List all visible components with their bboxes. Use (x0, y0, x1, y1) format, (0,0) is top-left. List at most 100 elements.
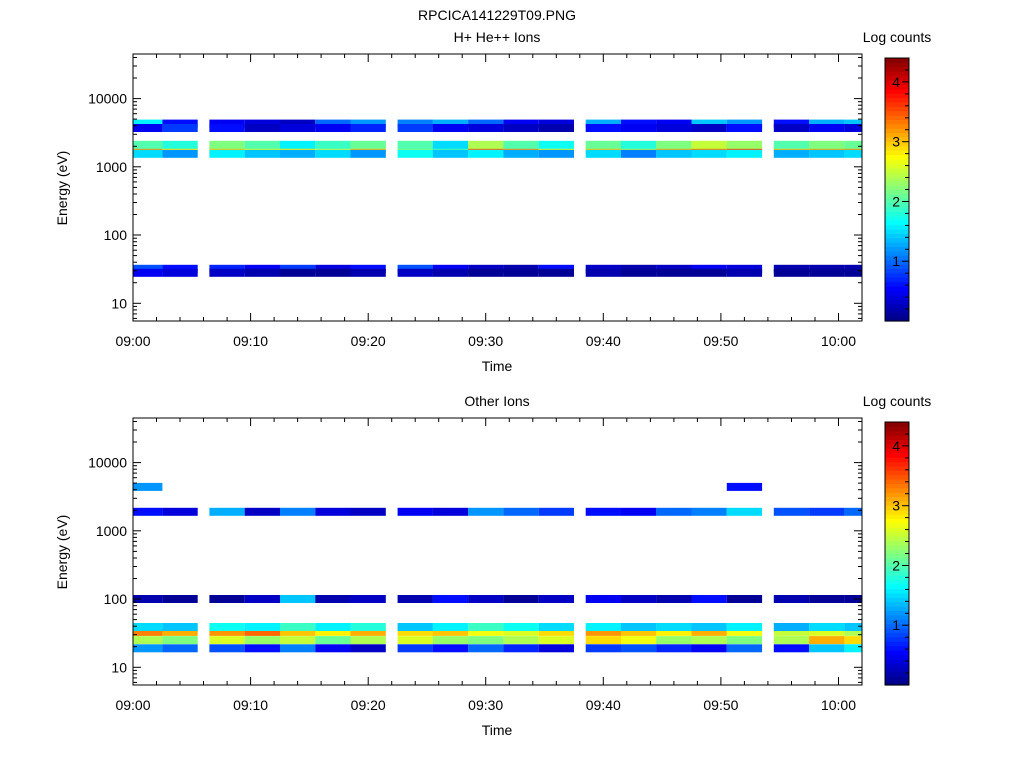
heatmap-cell (280, 623, 316, 631)
x-tick-label: 09:20 (351, 697, 386, 713)
heatmap-cell (162, 623, 198, 631)
heatmap-cell (244, 627, 280, 636)
heatmap-cell (726, 124, 763, 132)
heatmap-cell (503, 623, 539, 631)
colorbar-segment (885, 649, 909, 655)
heatmap-cell (315, 149, 351, 158)
colorbar-tick-label: 3 (892, 498, 900, 514)
heatmap-cell (397, 636, 433, 645)
heatmap-cell (280, 636, 316, 645)
heatmap-cell (585, 149, 621, 158)
panel-2-heatmap (133, 482, 862, 653)
heatmap-cell (244, 140, 280, 149)
heatmap-cell (350, 627, 386, 636)
heatmap-cell (468, 644, 504, 653)
heatmap-cell (726, 482, 763, 491)
x-tick-label: 10:00 (821, 333, 856, 349)
heatmap-cell (503, 119, 539, 128)
colorbar-segment (885, 106, 909, 112)
x-tick-label: 09:30 (468, 333, 503, 349)
heatmap-cell (244, 124, 280, 132)
colorbar-segment (885, 75, 909, 81)
x-tick-label: 10:00 (821, 697, 856, 713)
heatmap-cell (691, 595, 727, 603)
heatmap-cell (809, 119, 845, 128)
heatmap-cell (809, 623, 845, 631)
colorbar-segment (885, 154, 909, 160)
heatmap-cell (315, 623, 351, 631)
colorbar-segment (885, 250, 909, 256)
heatmap-cell (585, 623, 621, 631)
panel-1-colorbar-label: Log counts (863, 29, 932, 45)
colorbar-segment (885, 500, 909, 506)
colorbar-segment (885, 658, 909, 664)
heatmap-cell (538, 124, 574, 132)
colorbar-segment (885, 671, 909, 677)
colorbar-segment (885, 680, 909, 686)
colorbar-segment (885, 110, 909, 116)
heatmap-cell (656, 627, 692, 636)
heatmap-cell (538, 595, 574, 603)
colorbar-segment (885, 457, 909, 463)
colorbar-segment (885, 435, 909, 441)
heatmap-cell (538, 507, 574, 516)
heatmap-cell (691, 268, 727, 277)
colorbar-segment (885, 132, 909, 138)
panel-2-colorbar: 1 2 3 4 (884, 421, 910, 686)
heatmap-cell (621, 595, 657, 603)
heatmap-cell (133, 482, 163, 491)
heatmap-cell (315, 644, 351, 653)
heatmap-cell (244, 623, 280, 631)
heatmap-cell (844, 623, 862, 631)
heatmap-cell (621, 140, 657, 149)
panel-1-y-axis-label: Energy (eV) (54, 151, 70, 226)
colorbar-segment (885, 285, 909, 291)
colorbar-segment (885, 601, 909, 607)
colorbar-segment (885, 430, 909, 436)
colorbar-segment (885, 492, 909, 498)
heatmap-cell (656, 268, 692, 277)
colorbar-segment (885, 584, 909, 590)
heatmap-cell (503, 140, 539, 149)
heatmap-cell (432, 145, 469, 154)
heatmap-cell (209, 627, 245, 636)
heatmap-cell (397, 507, 433, 516)
heatmap-cell (397, 627, 433, 636)
heatmap-cell (209, 149, 245, 158)
colorbar-segment (885, 571, 909, 577)
heatmap-cell (538, 627, 574, 636)
colorbar-segment (885, 233, 909, 239)
heatmap-cell (809, 124, 845, 132)
x-tick-label: 09:40 (586, 697, 621, 713)
heatmap-cell (809, 149, 845, 158)
heatmap-cell (844, 636, 862, 645)
heatmap-cell (726, 119, 763, 128)
heatmap-cell (133, 140, 163, 149)
colorbar-segment (885, 312, 909, 318)
heatmap-cell (538, 119, 574, 128)
heatmap-cell (468, 124, 504, 132)
colorbar-segment (885, 514, 909, 520)
heatmap-cell (691, 507, 727, 516)
colorbar-segment (885, 606, 909, 612)
colorbar-segment (885, 167, 909, 173)
heatmap-cell (809, 268, 845, 277)
colorbar-segment (885, 97, 909, 103)
heatmap-cell (503, 124, 539, 132)
heatmap-cell (773, 507, 810, 516)
colorbar-segment (885, 478, 909, 484)
colorbar-segment (885, 141, 909, 147)
heatmap-cell (468, 268, 504, 277)
heatmap-cell (397, 145, 433, 154)
heatmap-cell (773, 145, 810, 154)
colorbar-segment (885, 443, 909, 449)
heatmap-cell (350, 623, 386, 631)
colorbar-segment (885, 211, 909, 217)
heatmap-cell (726, 623, 763, 631)
heatmap-cell (133, 644, 163, 653)
colorbar-segment (885, 71, 909, 77)
heatmap-cell (468, 119, 504, 128)
heatmap-cell (350, 149, 386, 158)
colorbar-segment (885, 518, 909, 524)
